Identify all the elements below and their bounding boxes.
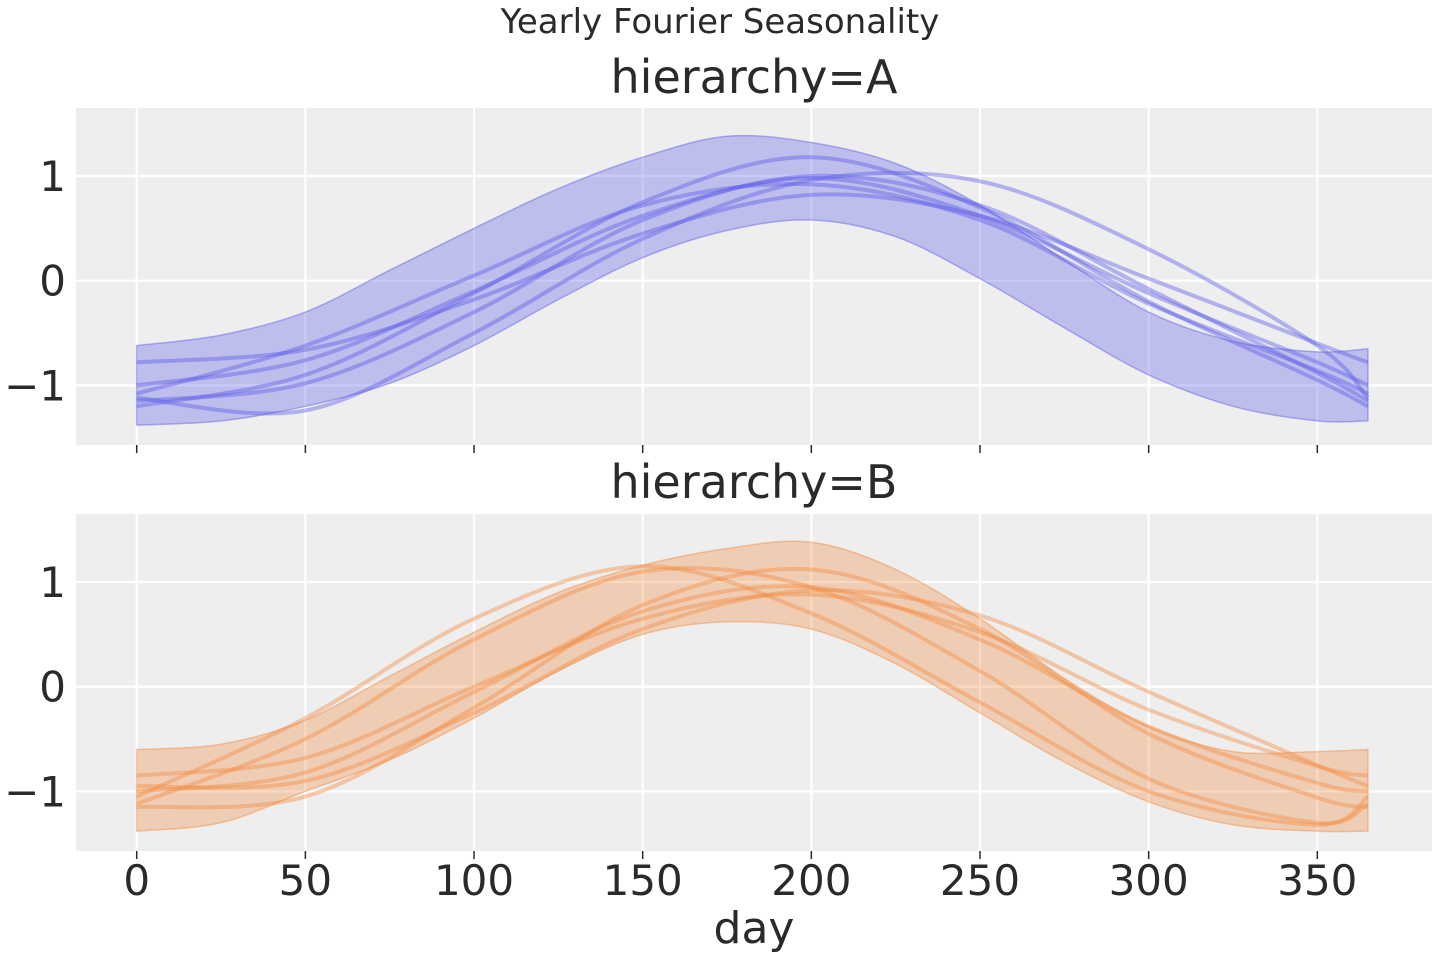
xtick-label: 100 bbox=[434, 856, 514, 905]
series-line-2 bbox=[135, 565, 1369, 826]
series-line-1 bbox=[136, 584, 1369, 794]
ytick-label: −1 bbox=[4, 361, 66, 410]
panel-a: −1 0 1 hierarchy=A bbox=[4, 50, 1432, 453]
panel-title: hierarchy=B bbox=[610, 455, 897, 509]
figure-suptitle: Yearly Fourier Seasonality bbox=[500, 2, 940, 42]
series-line-5 bbox=[136, 588, 1369, 790]
hdi-band bbox=[135, 134, 1369, 426]
series-line-1 bbox=[136, 176, 1369, 388]
hdi-band bbox=[135, 540, 1369, 833]
plot-area bbox=[76, 108, 1432, 445]
series-line-3 bbox=[136, 192, 1369, 365]
panel-title: hierarchy=A bbox=[611, 50, 898, 104]
ytick-label: 0 bbox=[39, 663, 66, 712]
ytick-label: 0 bbox=[39, 257, 66, 306]
panel-b: −1 0 1 0 50 100 150 200 250 300 350 hierarchy=B day bbox=[4, 455, 1432, 954]
xtick-label: 300 bbox=[1109, 856, 1189, 905]
xtick-label: 50 bbox=[279, 856, 332, 905]
ytick-label: 1 bbox=[39, 558, 66, 607]
series-line-4 bbox=[136, 566, 1369, 810]
series-line-6 bbox=[136, 173, 1369, 403]
plot-area bbox=[76, 514, 1432, 851]
xtick-label: 150 bbox=[603, 856, 683, 905]
series-line-5 bbox=[136, 182, 1369, 396]
xtick-label: 200 bbox=[771, 856, 851, 905]
series-line-6 bbox=[135, 564, 1370, 827]
xtick-label: 0 bbox=[123, 856, 150, 905]
xtick-label: 350 bbox=[1277, 856, 1357, 905]
ytick-label: 1 bbox=[39, 152, 66, 201]
series-line-2 bbox=[136, 155, 1369, 409]
xtick-label: 250 bbox=[940, 856, 1020, 905]
x-axis-label: day bbox=[714, 903, 795, 954]
ytick-label: −1 bbox=[4, 767, 66, 816]
series-line-4 bbox=[136, 170, 1370, 416]
series-line-3 bbox=[136, 592, 1369, 778]
